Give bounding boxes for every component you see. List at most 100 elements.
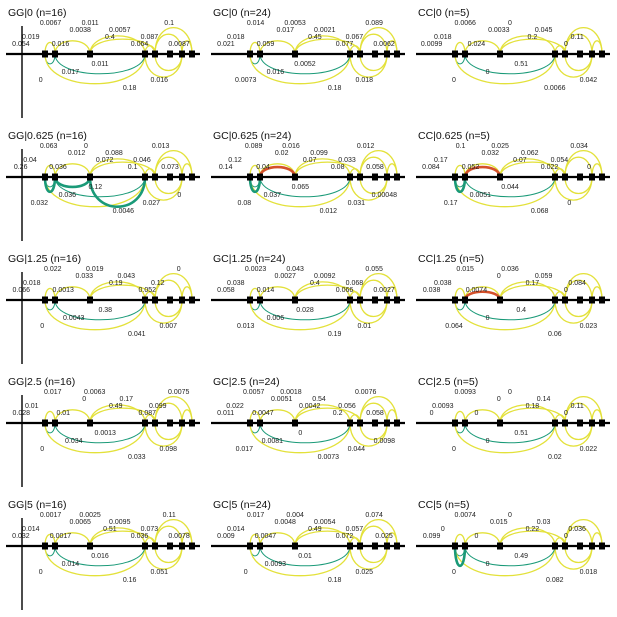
node-marker xyxy=(52,419,58,427)
arc-value-label: 0 xyxy=(564,533,568,540)
arc-value-label: 0.0092 xyxy=(314,273,336,280)
connection-arc xyxy=(499,284,566,301)
node-marker xyxy=(52,542,58,550)
node-marker xyxy=(599,173,605,181)
node-marker xyxy=(552,419,558,427)
arc-value-label: 0 xyxy=(177,266,181,273)
connection-arc xyxy=(54,286,91,301)
arc-value-label: 0.04 xyxy=(256,164,270,171)
arc-value-label: 0 xyxy=(474,533,478,540)
arc-value-label: 0.17 xyxy=(119,396,133,403)
connection-arc xyxy=(181,40,193,55)
node-marker xyxy=(167,542,173,550)
arc-value-label: 0.0087 xyxy=(168,41,190,48)
connection-arc xyxy=(499,527,556,547)
arc-value-label: 0.12 xyxy=(89,184,103,191)
arc-value-label: 0.009 xyxy=(217,533,235,540)
node-marker xyxy=(394,419,400,427)
node-marker xyxy=(292,173,298,181)
connection-arc xyxy=(349,176,388,201)
node-marker xyxy=(394,173,400,181)
node-marker xyxy=(152,173,158,181)
arc-value-label: 0.08 xyxy=(331,164,345,171)
arc-value-label: 0.052 xyxy=(138,287,156,294)
connection-arc xyxy=(386,163,398,178)
arc-value-label: 0.099 xyxy=(310,150,328,157)
arc-value-label: 0.033 xyxy=(75,273,93,280)
connection-arc xyxy=(89,530,156,547)
arc-value-label: 0 xyxy=(567,200,571,207)
arc-value-label: 0.012 xyxy=(357,143,375,150)
connection-arc xyxy=(54,532,91,547)
node-marker xyxy=(497,50,503,58)
node-marker xyxy=(599,50,605,58)
arc-value-label: 0.058 xyxy=(366,164,384,171)
arc-value-label: 0.4 xyxy=(516,307,526,314)
arc-value-label: 0.068 xyxy=(346,280,364,287)
connection-arc xyxy=(464,53,556,75)
panel-title: CC|0.625 (n=5) xyxy=(418,130,490,142)
arc-value-label: 0.0051 xyxy=(470,192,492,199)
node-marker xyxy=(87,296,93,304)
arc-value-label: 0.0073 xyxy=(318,454,340,461)
node-marker xyxy=(167,296,173,304)
connection-arc xyxy=(43,175,57,194)
arc-value-label: 0.034 xyxy=(570,143,588,150)
arc-value-label: 0.0047 xyxy=(252,410,274,417)
arc-value-label: 0.042 xyxy=(580,77,598,84)
node-marker xyxy=(552,173,558,181)
node-marker xyxy=(357,50,363,58)
node-marker xyxy=(189,173,195,181)
arc-value-label: 0 xyxy=(452,569,456,576)
connection-arc xyxy=(499,281,556,301)
arc-value-label: 0.028 xyxy=(12,410,30,417)
arc-value-label: 0.0066 xyxy=(544,85,566,92)
connection-arc xyxy=(499,404,556,424)
arc-value-label: 0.17 xyxy=(444,200,458,207)
arc-value-label: 0.0081 xyxy=(262,438,284,445)
panel: GC|0.625 (n=24) 0.140.12 0.08 0.089 0.04 0.03… xyxy=(211,130,405,215)
node-marker xyxy=(42,50,48,58)
node-marker xyxy=(142,296,148,304)
arc-value-label: 0 xyxy=(564,287,568,294)
arc-value-label: 0.019 xyxy=(22,34,40,41)
arc-value-label: 0.098 xyxy=(159,446,177,453)
node-marker xyxy=(552,542,558,550)
arc-value-label: 0.064 xyxy=(445,323,463,330)
arc-value-label: 0 xyxy=(40,323,44,330)
node-marker xyxy=(52,50,58,58)
arc-value-label: 0.065 xyxy=(292,184,310,191)
node-marker xyxy=(189,542,195,550)
arc-value-label: 0.2 xyxy=(333,410,343,417)
connection-arc xyxy=(144,53,183,78)
arc-value-label: 0.062 xyxy=(521,150,539,157)
node-marker xyxy=(552,50,558,58)
node-marker xyxy=(292,542,298,550)
arc-value-label: 0 xyxy=(452,446,456,453)
arc-value-label: 0.02 xyxy=(548,454,562,461)
panel: GC|0 (n=24)0.0210.0180.00730.0140.0590.0… xyxy=(211,7,405,92)
connection-arc xyxy=(591,286,603,301)
arc-value-label: 0.19 xyxy=(328,331,342,338)
arc-value-label: 0.033 xyxy=(128,454,146,461)
node-marker xyxy=(179,173,185,181)
arc-value-label: 0.052 xyxy=(462,164,480,171)
connection-arc xyxy=(181,163,193,178)
arc-value-label: 0.03 xyxy=(537,519,551,526)
node-marker xyxy=(152,296,158,304)
arc-value-label: 0.023 xyxy=(580,323,598,330)
arc-value-label: 0.18 xyxy=(526,403,540,410)
arc-value-label: 0.49 xyxy=(514,553,528,560)
connection-arc xyxy=(44,422,146,454)
arc-value-label: 0.022 xyxy=(226,403,244,410)
arc-value-label: 0.087 xyxy=(141,34,159,41)
node-marker xyxy=(452,50,458,58)
arc-value-label: 0.02 xyxy=(275,150,289,157)
connection-arc xyxy=(349,53,388,78)
connection-arc xyxy=(499,530,566,547)
connection-arc xyxy=(89,281,146,301)
node-marker xyxy=(87,419,93,427)
connection-arc xyxy=(386,40,398,55)
node-marker xyxy=(589,173,595,181)
node-marker xyxy=(247,542,253,550)
